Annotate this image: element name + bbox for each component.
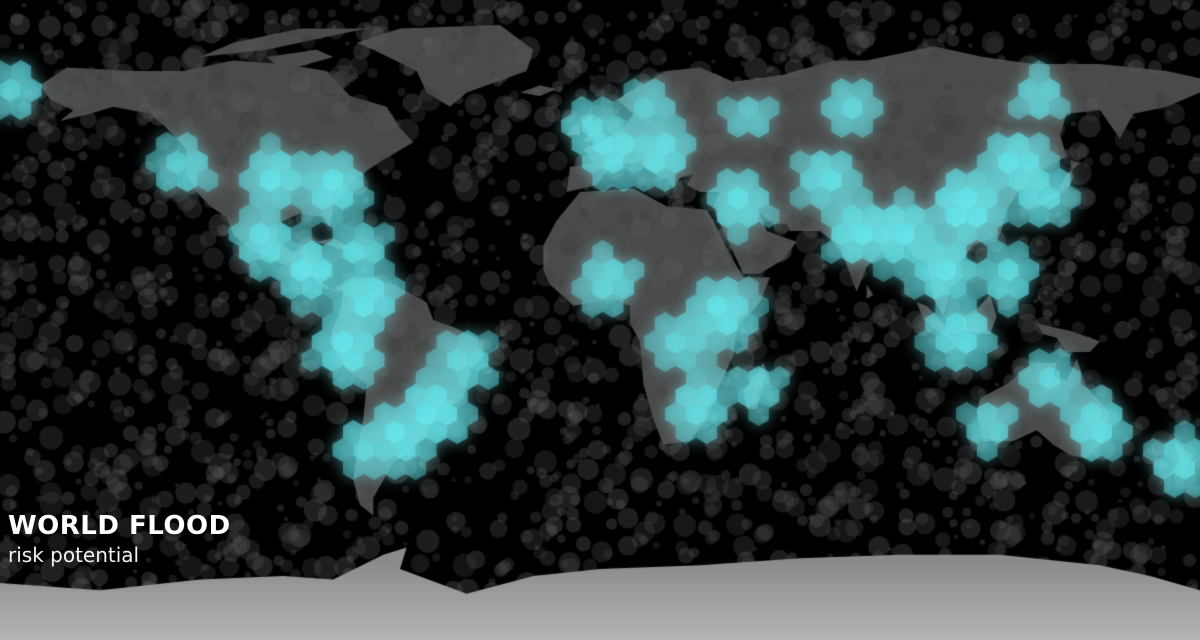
- map-title-block: WORLD FLOOD risk potential: [8, 510, 231, 568]
- map-title: WORLD FLOOD: [8, 511, 231, 541]
- map-subtitle: risk potential: [8, 543, 140, 567]
